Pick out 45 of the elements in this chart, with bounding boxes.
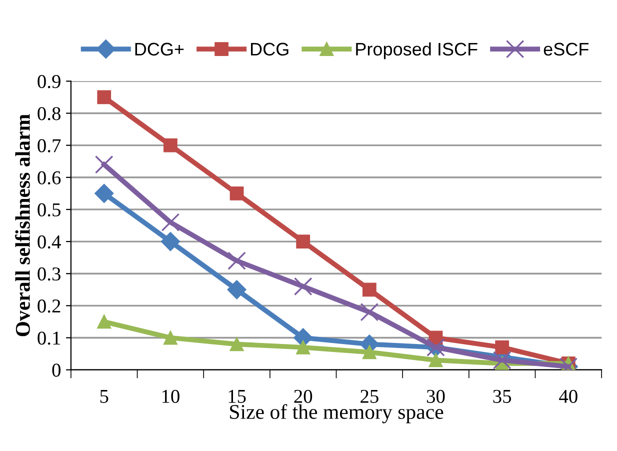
x-tick-label: 25: [360, 390, 378, 403]
point: [227, 280, 246, 300]
y-tick-label: 0.7: [38, 139, 61, 152]
point: [294, 277, 312, 296]
point: [495, 340, 510, 354]
legend-label: DCG+: [135, 42, 184, 56]
point: [160, 232, 180, 252]
x-tick-label: 15: [228, 390, 246, 403]
point: [296, 340, 310, 354]
point: [362, 345, 376, 360]
x-tick-label: 40: [559, 390, 578, 403]
point: [230, 337, 244, 352]
y-tick-label: 0.2: [38, 299, 60, 313]
y-tick-label: 0: [52, 364, 60, 377]
x-tick-label: 35: [493, 390, 512, 403]
point: [360, 302, 379, 322]
x-axis-title: Size of the memory space: [230, 404, 444, 424]
y-tick-label: 0.3: [38, 267, 60, 281]
point: [94, 155, 114, 174]
point: [94, 184, 114, 203]
x-tick-label: 10: [162, 390, 180, 403]
legend-label: DCG: [251, 42, 288, 56]
point: [97, 90, 112, 104]
y-tick-label: 0.9: [38, 74, 60, 88]
point: [97, 314, 112, 329]
legend-label: Proposed ISCF: [356, 42, 478, 60]
point: [228, 252, 246, 270]
y-tick-label: 0.8: [38, 107, 60, 120]
point: [230, 186, 244, 200]
x-tick-label: 20: [294, 390, 312, 403]
point: [428, 353, 443, 368]
y-tick-label: 0.6: [38, 171, 61, 184]
x-tick-label: 5: [100, 390, 108, 403]
y-tick-label: 0.4: [38, 235, 61, 249]
y-axis-title: Overall selfishness alarm: [15, 114, 30, 336]
legend-label: eSCF: [544, 42, 589, 56]
point: [164, 330, 178, 345]
point: [296, 234, 310, 248]
y-tick-label: 0.5: [38, 203, 60, 216]
point: [164, 138, 178, 152]
x-tick-label: 30: [426, 390, 445, 403]
point: [492, 351, 512, 370]
point: [161, 213, 180, 232]
point: [362, 282, 376, 297]
y-tick-label: 0.1: [38, 332, 60, 345]
